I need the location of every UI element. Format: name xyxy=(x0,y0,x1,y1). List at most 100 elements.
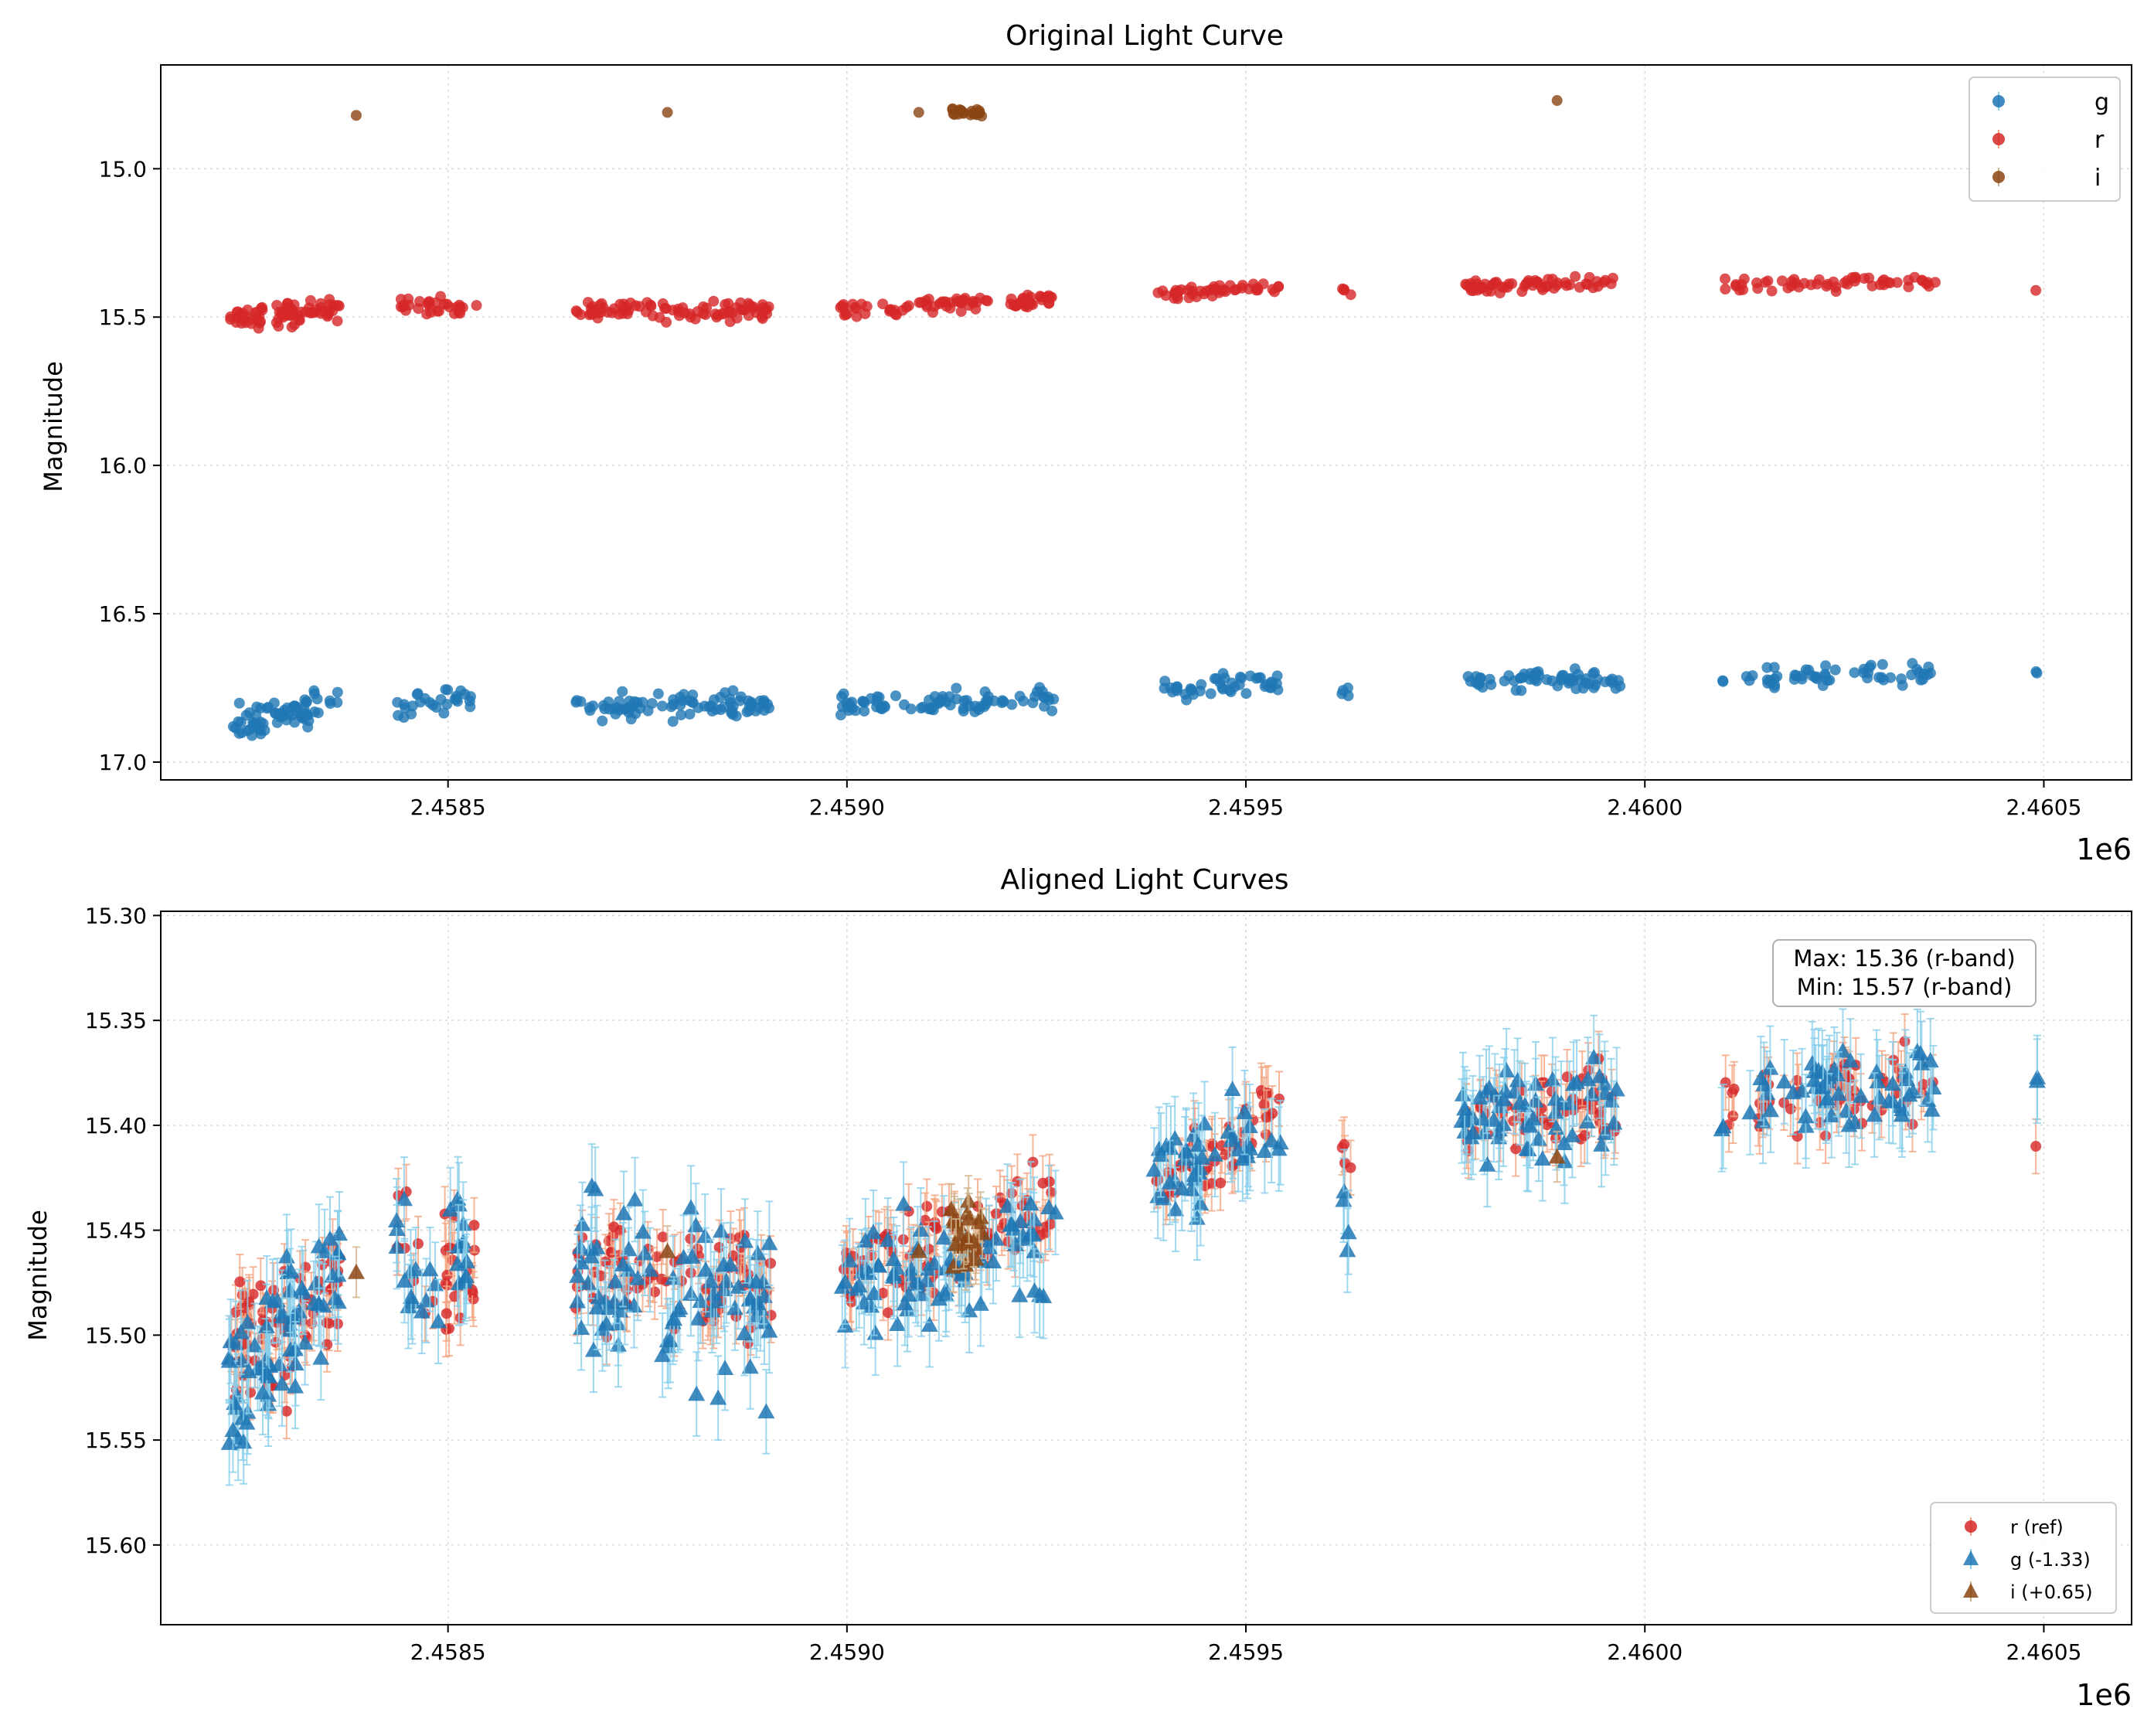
data-point-g-1-33 xyxy=(1011,1286,1029,1302)
data-point-g xyxy=(438,707,450,719)
data-point-g-1-33 xyxy=(1496,1082,1514,1098)
data-point-r xyxy=(723,307,734,318)
data-point-g xyxy=(597,715,608,727)
data-point-r xyxy=(1489,277,1501,288)
data-point-g-1-33 xyxy=(930,1290,948,1306)
data-point-g xyxy=(1172,685,1183,696)
data-point-g-1-33 xyxy=(324,1267,342,1283)
data-point-g-1-33 xyxy=(1152,1146,1169,1162)
stats-annotation-box xyxy=(1772,939,2037,1007)
data-point-g xyxy=(261,703,273,714)
data-point-r xyxy=(1923,281,1935,292)
x-tick-label: 2.4590 xyxy=(809,1639,885,1665)
data-point-r-ref xyxy=(281,1405,292,1417)
data-point-g xyxy=(684,708,696,720)
data-point-g-1-33 xyxy=(273,1375,291,1391)
data-point-g-1-33 xyxy=(1339,1241,1356,1258)
data-point-r-ref xyxy=(1792,1131,1803,1142)
data-point-g xyxy=(1484,673,1496,685)
data-point-g xyxy=(301,696,312,708)
data-point-r-ref xyxy=(921,1200,933,1212)
data-point-g-1-33 xyxy=(1263,1132,1281,1148)
data-point-g xyxy=(719,687,730,699)
data-point-g-1-33 xyxy=(224,1421,242,1438)
data-point-g xyxy=(646,698,658,710)
data-point-g xyxy=(917,701,929,713)
data-point-g xyxy=(1800,664,1812,676)
data-point-g xyxy=(1790,670,1802,682)
data-point-g-1-33 xyxy=(312,1349,330,1365)
data-point-g xyxy=(734,695,746,706)
data-point-g xyxy=(1196,679,1207,690)
data-point-r xyxy=(1560,277,1571,288)
data-point-g-1-33 xyxy=(1867,1063,1885,1079)
plot-frame xyxy=(160,64,2132,781)
data-point-g xyxy=(1741,671,1752,682)
data-point-g-1-33 xyxy=(920,1316,938,1332)
data-point-g-1-33 xyxy=(258,1289,276,1305)
data-point-g xyxy=(652,688,664,700)
data-point-g-1-33 xyxy=(1241,1139,1259,1156)
data-point-g-1-33 xyxy=(1339,1224,1357,1240)
data-point-g-1-33 xyxy=(1761,1059,1779,1075)
data-point-r xyxy=(1828,276,1839,288)
data-point-g xyxy=(973,704,985,716)
data-point-g xyxy=(631,696,643,708)
data-point-g-1-33 xyxy=(310,1295,328,1311)
data-point-g-1-33 xyxy=(634,1223,652,1239)
data-point-r xyxy=(332,315,343,327)
data-point-g-1-33 xyxy=(1040,1199,1058,1215)
data-point-r xyxy=(433,305,444,317)
data-point-g xyxy=(1765,677,1777,689)
aligned-light-curves-panel: Aligned Light Curves Magnitude 1e6 2.458… xyxy=(23,864,2132,1712)
data-point-g xyxy=(1587,668,1599,679)
data-point-g-1-33 xyxy=(1498,1062,1516,1077)
data-point-g xyxy=(676,695,688,706)
y-axis-label: Magnitude xyxy=(39,361,68,492)
data-point-r xyxy=(1337,283,1349,294)
data-point-r xyxy=(1267,284,1278,295)
legend-marker-g-shifted xyxy=(1963,1550,1979,1565)
data-point-g-1-33 xyxy=(1883,1075,1901,1091)
data-point-g-1-33 xyxy=(1741,1104,1759,1120)
legend: r (ref) g (-1.33) i (+0.65) xyxy=(1930,1502,2117,1614)
data-point-r xyxy=(1849,272,1861,284)
data-point-g xyxy=(1862,672,1873,684)
legend-label-i: i xyxy=(2094,165,2101,192)
data-point-g xyxy=(1037,691,1049,703)
y-tick-label: 15.35 xyxy=(85,1008,147,1033)
data-point-g xyxy=(1820,660,1832,672)
data-point-r-ref xyxy=(1261,1111,1272,1123)
legend-label-g-shifted: g (-1.33) xyxy=(2010,1549,2091,1571)
data-point-r xyxy=(310,304,322,315)
data-point-r xyxy=(324,294,335,305)
data-point-g xyxy=(407,700,418,712)
chart-title: Original Light Curve xyxy=(1006,20,1284,52)
data-point-g xyxy=(411,689,423,700)
data-point-g xyxy=(838,688,849,700)
data-point-g xyxy=(1470,671,1482,682)
data-point-r xyxy=(657,298,669,309)
data-point-r xyxy=(1172,285,1184,297)
data-point-g-1-33 xyxy=(296,1334,314,1350)
x-tick-label: 2.4605 xyxy=(2006,795,2081,820)
data-point-g-1-33 xyxy=(692,1292,709,1309)
data-point-g-1-33 xyxy=(1608,1081,1625,1097)
data-point-g-1-33 xyxy=(879,1231,897,1248)
data-point-r-ref xyxy=(1037,1177,1049,1189)
original-light-curve-panel: Original Light Curve Magnitude 1e6 2.458… xyxy=(39,20,2132,866)
data-point-g-1-33 xyxy=(742,1289,760,1305)
y-tick-label: 15.55 xyxy=(85,1428,147,1453)
data-point-g-1-33 xyxy=(220,1352,238,1368)
legend-marker-i-shifted xyxy=(1963,1583,1979,1598)
data-point-r-ref xyxy=(234,1276,246,1288)
data-point-g-1-33 xyxy=(1797,1108,1815,1124)
data-point-g xyxy=(435,693,447,705)
data-point-g-1-33 xyxy=(1003,1216,1021,1232)
data-point-r xyxy=(958,294,970,306)
legend-marker-g xyxy=(1992,95,2005,107)
data-point-g xyxy=(929,691,941,703)
legend-label-r: r xyxy=(2094,127,2105,154)
data-point-g xyxy=(1499,676,1510,687)
data-point-g-1-33 xyxy=(430,1312,447,1329)
